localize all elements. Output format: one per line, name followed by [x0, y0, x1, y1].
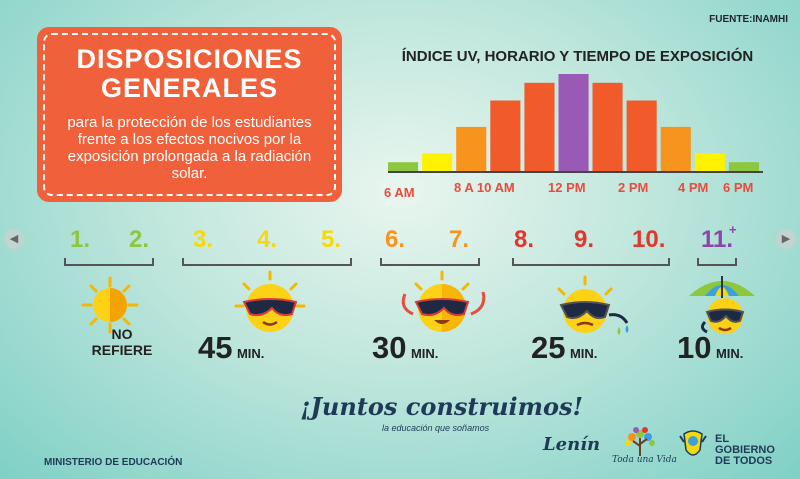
level-8: 8. — [514, 226, 535, 253]
level-7: 7. — [449, 226, 470, 253]
tick-6pm: 6 PM — [723, 180, 754, 195]
previous-arrow-icon[interactable]: ◀ — [4, 229, 24, 249]
sun-umbrella-icon — [689, 276, 755, 334]
exposure-time-unit: MIN. — [410, 346, 439, 361]
exposure-time-10: 10 MIN. — [677, 330, 743, 366]
tick-12pm: 12 PM — [548, 180, 586, 195]
exposure-time-45: 45 MIN. — [198, 330, 264, 366]
uv-bar — [694, 153, 725, 171]
next-arrow-icon[interactable]: ▶ — [776, 229, 796, 249]
uv-bar — [490, 100, 521, 171]
uv-bar — [456, 126, 487, 171]
level-1: 1. — [70, 226, 91, 253]
uv-bar — [592, 82, 623, 171]
general-provisions-box: DISPOSICIONES GENERALES para la protecci… — [37, 27, 342, 202]
general-provisions-text: para la protección de los estudiantes fr… — [67, 114, 312, 182]
lenin-logo: Lenín — [543, 434, 601, 455]
sun-waving-icon — [401, 270, 486, 332]
government-logo: EL GOBIERNO DE TODOS — [715, 434, 775, 467]
tick-2pm: 2 PM — [618, 180, 649, 195]
government-line-2: GOBIERNO — [715, 444, 775, 456]
sub-slogan: la educación que soñamos — [382, 423, 490, 433]
level-5: 5. — [321, 226, 342, 253]
group-bracket-11 — [697, 258, 737, 266]
exposure-time-unit: MIN. — [715, 346, 744, 361]
level-6: 6. — [385, 226, 406, 253]
sun-icon — [81, 276, 139, 334]
level-10: 10. — [632, 226, 666, 253]
level-9: 9. — [574, 226, 595, 253]
exposure-time-value: 45 — [198, 330, 233, 365]
slogan: ¡Juntos construimos! — [300, 392, 584, 421]
tick-8-10am: 8 A 10 AM — [454, 180, 515, 195]
exposure-time-unit: MIN. — [236, 346, 265, 361]
tree-logo-icon — [625, 427, 655, 456]
level-11-plus-icon: + — [729, 222, 737, 237]
uv-bar — [388, 162, 419, 171]
exposure-time-value: 10 — [677, 330, 712, 365]
exposure-time-25: 25 MIN. — [531, 330, 597, 366]
uv-bar — [558, 74, 589, 171]
group-bracket-3-5 — [182, 258, 352, 266]
level-4: 4. — [257, 226, 278, 253]
uv-bar — [626, 100, 657, 171]
exposure-time-30: 30 MIN. — [372, 330, 438, 366]
government-line-1: EL — [715, 433, 730, 445]
source-label: FUENTE:INAMHI — [709, 14, 788, 25]
sun-sunglasses-icon — [234, 270, 306, 332]
exposure-time-value: 25 — [531, 330, 566, 365]
coat-of-arms-icon — [679, 430, 707, 456]
uv-bar — [660, 126, 691, 171]
exposure-time-unit: MIN. — [569, 346, 598, 361]
tick-4pm: 4 PM — [678, 180, 709, 195]
level-11: 11. — [701, 226, 734, 253]
government-line-3: DE TODOS — [715, 455, 773, 467]
uv-bar-chart — [388, 74, 763, 173]
sun-sweating-icon — [557, 275, 629, 335]
uv-bar — [524, 82, 555, 171]
ministry-label: MINISTERIO DE EDUCACIÓN — [44, 457, 183, 468]
tick-6am: 6 AM — [384, 185, 415, 200]
level-3: 3. — [193, 226, 214, 253]
general-provisions-title: DISPOSICIONES GENERALES — [76, 44, 303, 103]
toda-una-vida-logo: Toda una Vida — [612, 455, 677, 465]
level-2: 2. — [129, 226, 150, 253]
uv-bar — [422, 153, 453, 171]
uv-bar — [728, 162, 759, 171]
group-bracket-8-10 — [512, 258, 670, 266]
group-bracket-6-7 — [380, 258, 480, 266]
exposure-time-value: 30 — [372, 330, 407, 365]
group-bracket-1-2 — [64, 258, 154, 266]
uv-chart-title: ÍNDICE UV, HORARIO Y TIEMPO DE EXPOSICIÓ… — [401, 48, 754, 65]
no-refiere-label: NO REFIERE — [91, 326, 153, 358]
